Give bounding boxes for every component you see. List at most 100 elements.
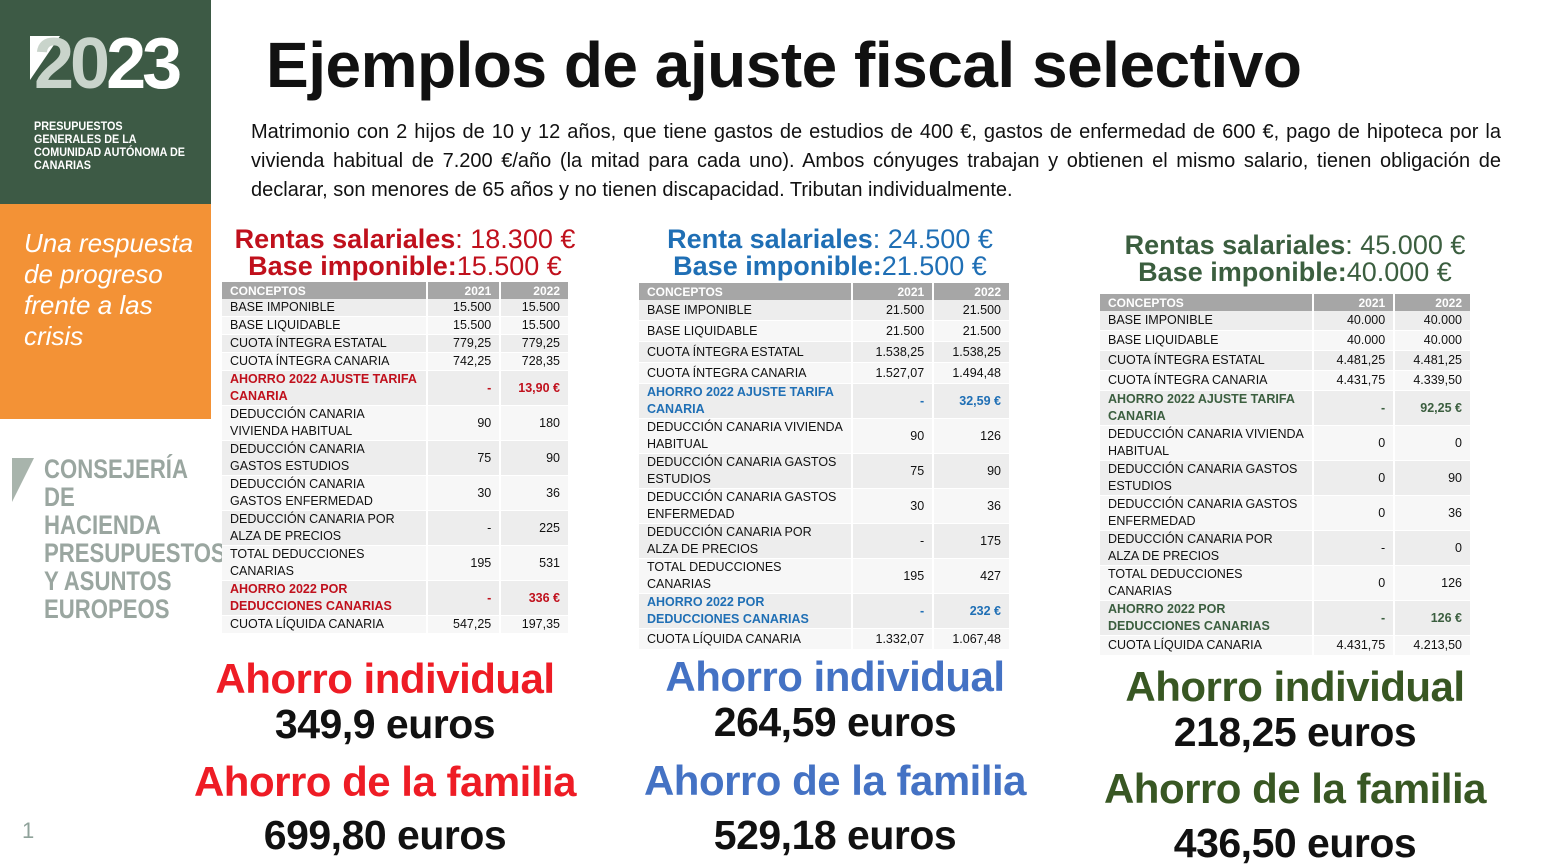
- table-row: TOTAL DEDUCCIONES CANARIAS 0 126: [1100, 566, 1470, 601]
- tagline-text: Una respuesta de progreso frente a las c…: [24, 228, 194, 351]
- table-concept-cell: AHORRO 2022 AJUSTE TARIFA CANARIA: [639, 384, 852, 419]
- intro-paragraph: Matrimonio con 2 hijos de 10 y 12 años, …: [251, 121, 1501, 201]
- table-value-cell: 13,90 €: [501, 371, 568, 406]
- table-header-row: CONCEPTOS 2021 2022: [1100, 294, 1470, 311]
- table-concept-cell: BASE IMPONIBLE: [222, 299, 427, 317]
- col3-header: Rentas salariales: 45.000 € Base imponib…: [1085, 232, 1505, 286]
- col3-savings: Ahorro individual 218,25 euros Ahorro de…: [1060, 664, 1530, 864]
- table-value-cell: -: [1314, 391, 1394, 426]
- table-row: AHORRO 2022 POR DEDUCCIONES CANARIAS -232…: [639, 594, 1009, 629]
- col3-base-value: 40.000 €: [1346, 257, 1452, 287]
- table-row: BASE LIQUIDABLE 15.500 15.500: [222, 317, 568, 335]
- table-value-cell: 90: [501, 441, 568, 476]
- table-value-cell: -: [853, 384, 933, 419]
- table-header-cell: CONCEPTOS: [1100, 294, 1313, 311]
- table-row: DEDUCCIÓN CANARIA POR ALZA DE PRECIOS -0: [1100, 531, 1470, 566]
- table-value-cell: 225: [501, 511, 568, 546]
- department-logo-mark: [12, 458, 34, 502]
- table-row: CUOTA LÍQUIDA CANARIA 547,25 197,35: [222, 616, 568, 634]
- logo-year-part-b: 23: [106, 24, 182, 104]
- table-concept-cell: CUOTA LÍQUIDA CANARIA: [222, 616, 427, 634]
- table-row: CUOTA ÍNTEGRA CANARIA 1.527,07 1.494,48: [639, 363, 1009, 384]
- table-header-cell: 2021: [428, 282, 500, 299]
- page-title: Ejemplos de ajuste fiscal selectivo: [266, 29, 1302, 101]
- logo-caption: PRESUPUESTOS GENERALES DE LA COMUNIDAD A…: [34, 119, 185, 172]
- table-concept-cell: DEDUCCIÓN CANARIA GASTOS ESTUDIOS: [1100, 461, 1313, 496]
- table-row: AHORRO 2022 POR DEDUCCIONES CANARIAS -126…: [1100, 601, 1470, 636]
- table-value-cell: 15.500: [501, 317, 568, 335]
- table-row: CUOTA ÍNTEGRA ESTATAL 779,25 779,25: [222, 335, 568, 353]
- table-value-cell: 427: [934, 559, 1009, 594]
- col1-savings: Ahorro individual 349,9 euros Ahorro de …: [150, 655, 620, 859]
- table-row: DEDUCCIÓN CANARIA GASTOS ENFERMEDAD 30 36: [222, 476, 568, 511]
- col1-rent-label: Rentas salariales: [234, 224, 456, 254]
- table-row: DEDUCCIÓN CANARIA VIVIENDA HABITUAL 90 126: [639, 419, 1009, 454]
- col3-rent-label: Rentas salariales: [1124, 230, 1346, 260]
- table-value-cell: 36: [934, 489, 1009, 524]
- col1-family-value: 699,80 euros: [263, 812, 507, 858]
- col1-header: Rentas salariales: 18.300 € Base imponib…: [200, 226, 610, 280]
- table-value-cell: 40.000: [1314, 331, 1394, 351]
- table-value-cell: -: [1314, 531, 1394, 566]
- col1-individual-label: Ahorro individual: [215, 655, 555, 702]
- col3-rent-value: : 45.000 €: [1345, 230, 1466, 260]
- table-concept-cell: DEDUCCIÓN CANARIA VIVIENDA HABITUAL: [639, 419, 852, 454]
- table-value-cell: 15.500: [428, 299, 500, 317]
- table-concept-cell: DEDUCCIÓN CANARIA POR ALZA DE PRECIOS: [1100, 531, 1313, 566]
- table-concept-cell: BASE LIQUIDABLE: [222, 317, 427, 335]
- table-row: TOTAL DEDUCCIONES CANARIAS 195 427: [639, 559, 1009, 594]
- table-value-cell: 90: [853, 419, 933, 454]
- table-row: DEDUCCIÓN CANARIA POR ALZA DE PRECIOS -22…: [222, 511, 568, 546]
- col2-table: CONCEPTOS 2021 2022 BASE IMPONIBLE 21.500 21.…: [637, 283, 1011, 650]
- table-value-cell: 195: [853, 559, 933, 594]
- table-value-cell: 30: [428, 476, 500, 511]
- table-row: AHORRO 2022 AJUSTE TARIFA CANARIA -32,59 …: [639, 384, 1009, 419]
- table-row: CUOTA LÍQUIDA CANARIA 4.431,75 4.213,50: [1100, 636, 1470, 656]
- table-value-cell: -: [428, 371, 500, 406]
- table-row: BASE IMPONIBLE 21.500 21.500: [639, 300, 1009, 321]
- table-row: DEDUCCIÓN CANARIA GASTOS ESTUDIOS 0 90: [1100, 461, 1470, 496]
- table-value-cell: 75: [428, 441, 500, 476]
- table-row: AHORRO 2022 AJUSTE TARIFA CANARIA -13,90 …: [222, 371, 568, 406]
- page-number: 1: [22, 818, 35, 843]
- logo-year: 2023: [34, 28, 182, 100]
- table-concept-cell: DEDUCCIÓN CANARIA POR ALZA DE PRECIOS: [222, 511, 427, 546]
- table-value-cell: -: [428, 511, 500, 546]
- table-value-cell: 36: [1395, 496, 1470, 531]
- table-row: BASE IMPONIBLE 40.000 40.000: [1100, 311, 1470, 331]
- table-value-cell: 30: [853, 489, 933, 524]
- logo-year-part-a: 20: [34, 24, 110, 104]
- table-value-cell: 90: [934, 454, 1009, 489]
- table-value-cell: -: [1314, 601, 1394, 636]
- col3-base-label: Base imponible:: [1138, 257, 1347, 287]
- table-concept-cell: CUOTA LÍQUIDA CANARIA: [1100, 636, 1313, 656]
- table-value-cell: 175: [934, 524, 1009, 559]
- table-value-cell: 4.431,75: [1314, 636, 1394, 656]
- table-row: CUOTA ÍNTEGRA ESTATAL 4.481,25 4.481,25: [1100, 351, 1470, 371]
- table-row: DEDUCCIÓN CANARIA VIVIENDA HABITUAL 90 180: [222, 406, 568, 441]
- table-value-cell: 4.339,50: [1395, 371, 1470, 391]
- col2-family-label: Ahorro de la familia: [643, 757, 1027, 804]
- col1-rent-value: : 18.300 €: [455, 224, 576, 254]
- col3-individual-label: Ahorro individual: [1125, 663, 1465, 710]
- col2-savings: Ahorro individual 264,59 euros Ahorro de…: [600, 654, 1070, 859]
- col3-family-label: Ahorro de la familia: [1103, 765, 1487, 812]
- table-value-cell: 1.067,48: [934, 629, 1009, 650]
- table-value-cell: 21.500: [934, 300, 1009, 321]
- table-value-cell: 126: [934, 419, 1009, 454]
- table-value-cell: 90: [1395, 461, 1470, 496]
- table-value-cell: 0: [1395, 426, 1470, 461]
- table-value-cell: 90: [428, 406, 500, 441]
- col3-table: CONCEPTOS 2021 2022 BASE IMPONIBLE 40.000 40.…: [1098, 294, 1472, 656]
- table-value-cell: 40.000: [1395, 311, 1470, 331]
- table-concept-cell: AHORRO 2022 POR DEDUCCIONES CANARIAS: [222, 581, 427, 616]
- table-value-cell: 4.431,75: [1314, 371, 1394, 391]
- table-concept-cell: DEDUCCIÓN CANARIA VIVIENDA HABITUAL: [1100, 426, 1313, 461]
- table-header-cell: 2022: [501, 282, 568, 299]
- table-concept-cell: CUOTA LÍQUIDA CANARIA: [639, 629, 852, 650]
- table-row: BASE LIQUIDABLE 21.500 21.500: [639, 321, 1009, 342]
- table-value-cell: 742,25: [428, 353, 500, 371]
- table-value-cell: 1.494,48: [934, 363, 1009, 384]
- col1-table: CONCEPTOS 2021 2022 BASE IMPONIBLE 15.500 15.…: [220, 282, 570, 634]
- table-concept-cell: DEDUCCIÓN CANARIA GASTOS ENFERMEDAD: [639, 489, 852, 524]
